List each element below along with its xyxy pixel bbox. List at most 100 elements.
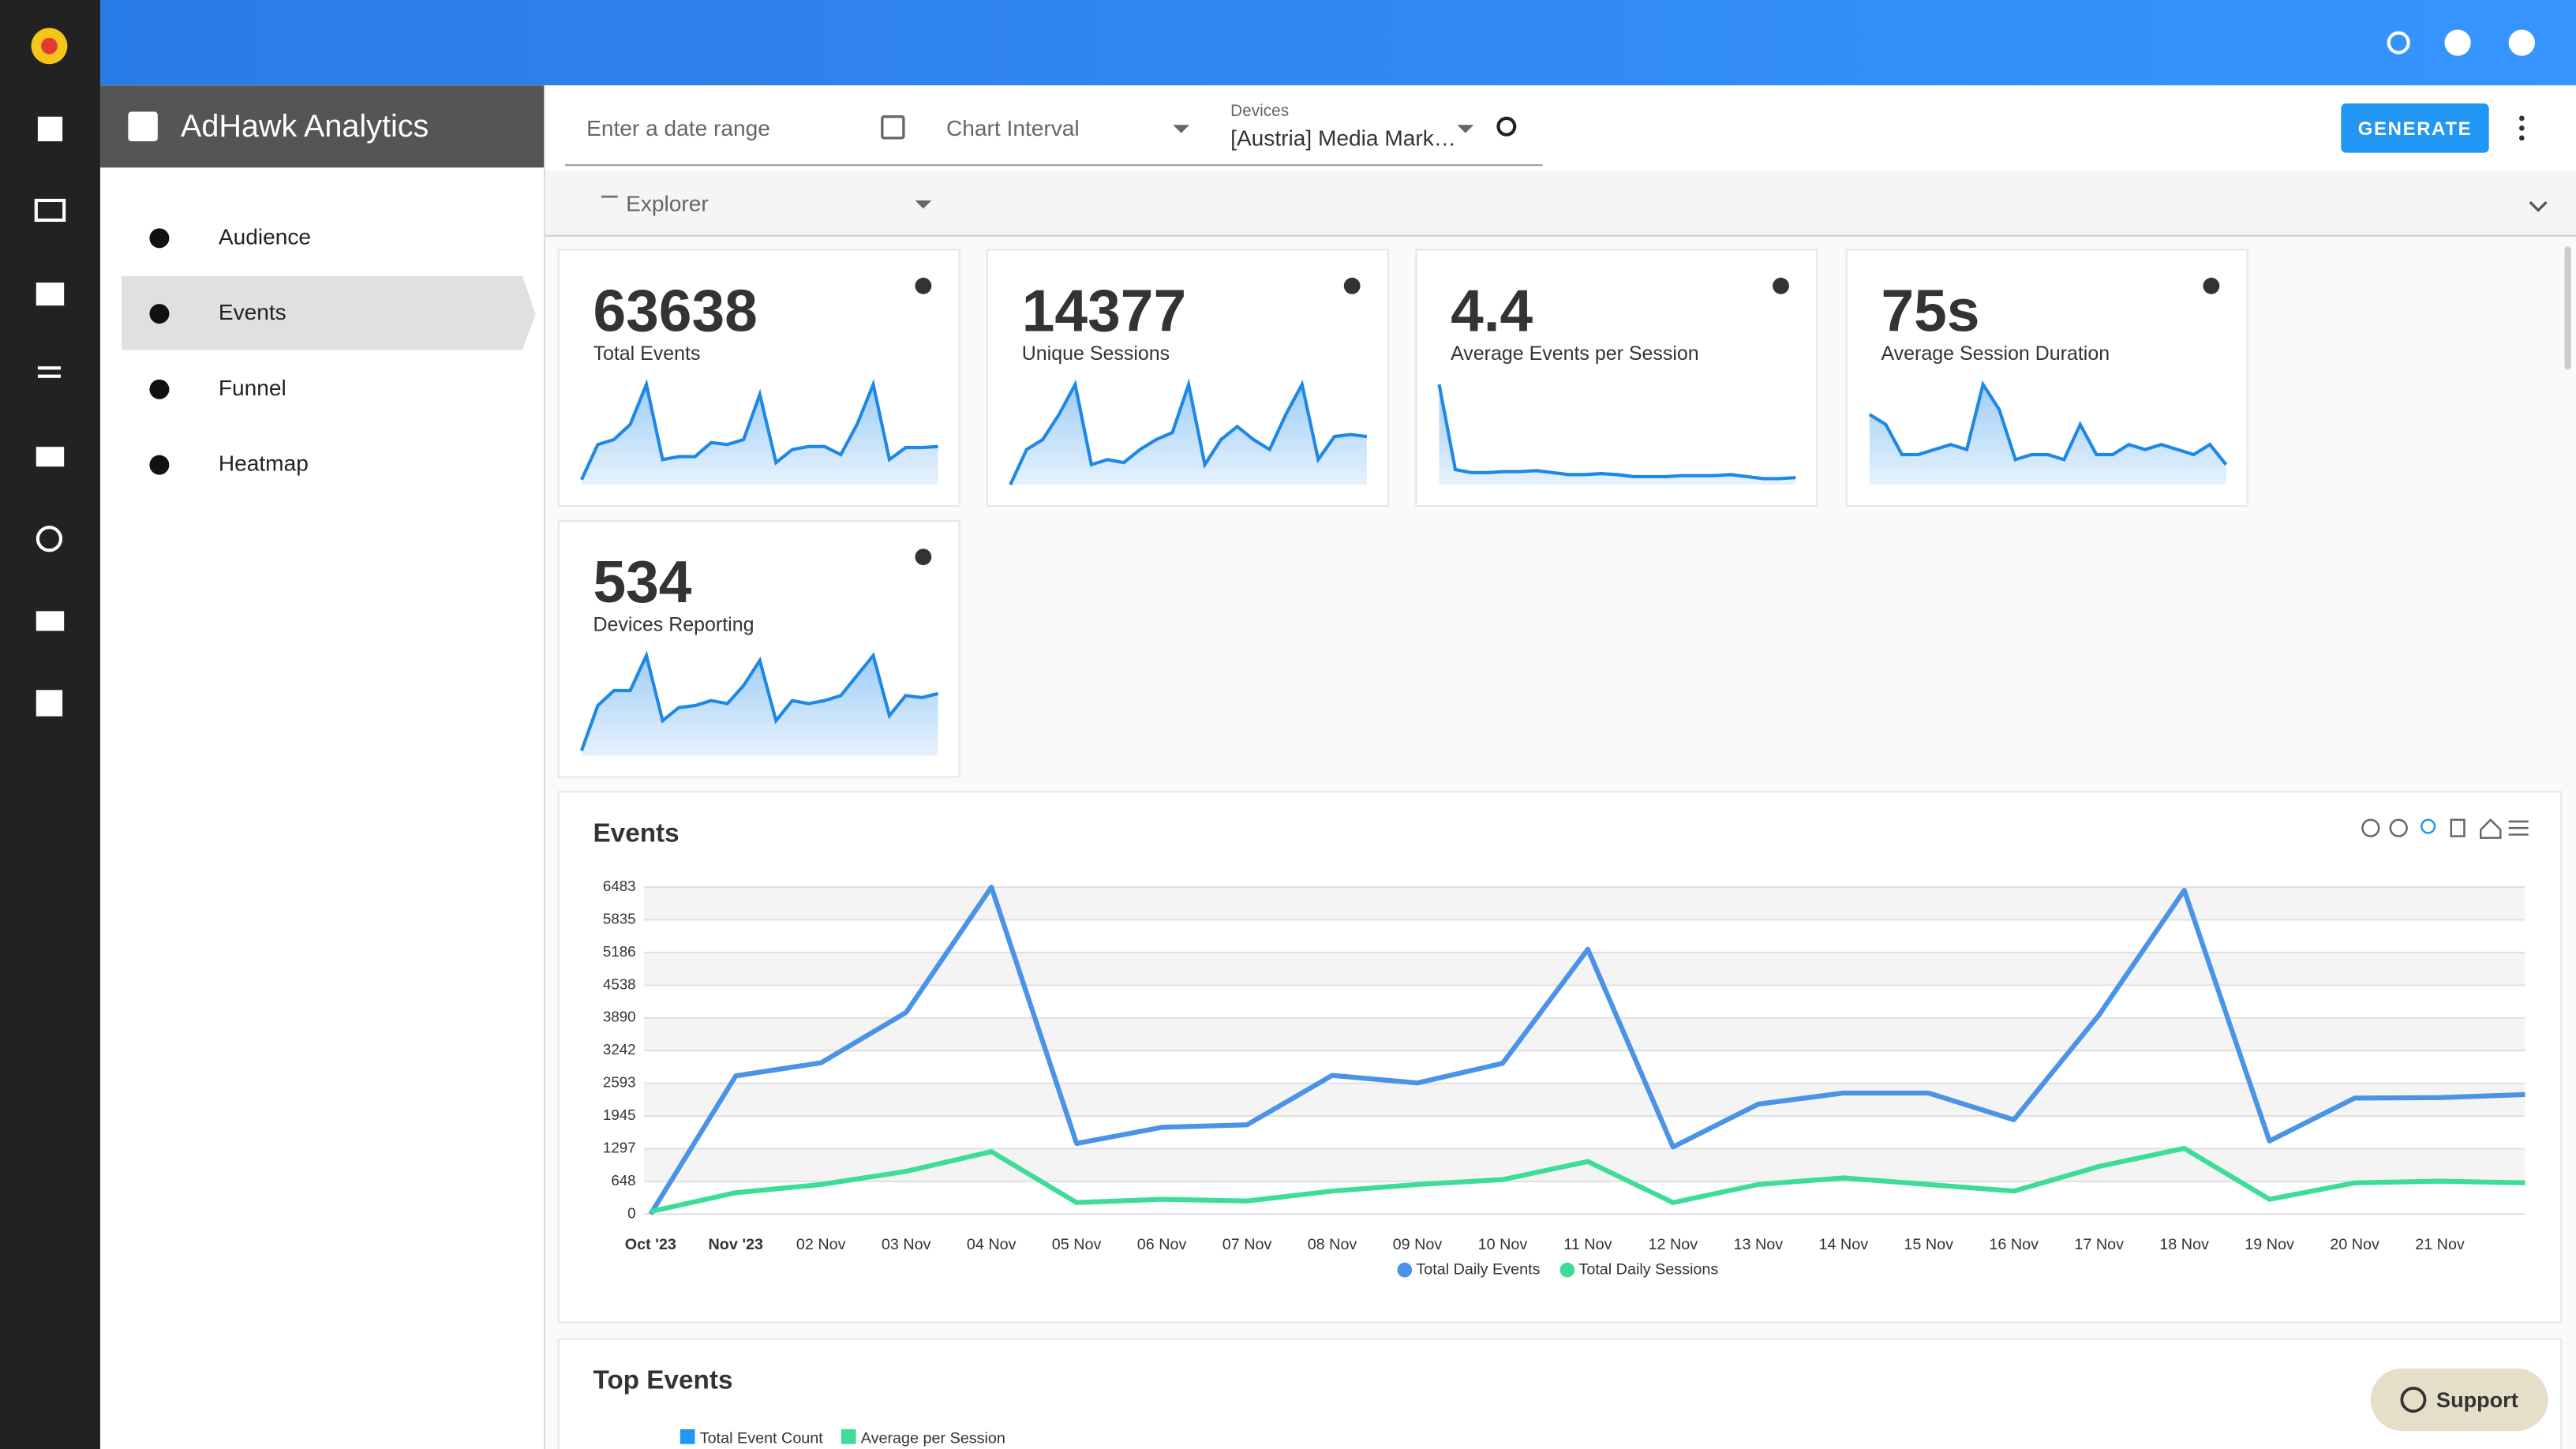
- kpi-value: 4.4: [1451, 277, 1533, 343]
- sparkline: [1009, 378, 1368, 485]
- legend-swatch[interactable]: [1397, 1262, 1413, 1278]
- legend-label[interactable]: Total Daily Events: [1416, 1260, 1540, 1278]
- legend-swatch[interactable]: [1559, 1262, 1575, 1278]
- x-tick-label: 20 Nov: [2330, 1236, 2379, 1253]
- logo-dot: [41, 37, 58, 54]
- y-tick-label: 5835: [603, 910, 636, 927]
- x-tick-label: Oct '23: [625, 1236, 676, 1253]
- x-tick-label: 18 Nov: [2159, 1236, 2209, 1253]
- legend-label[interactable]: Total Daily Sessions: [1578, 1260, 1718, 1278]
- support-label: Support: [2436, 1388, 2518, 1412]
- nav-item[interactable]: Heatmap: [219, 451, 309, 476]
- help-icon[interactable]: [1773, 277, 1789, 294]
- series-line: [650, 1145, 2525, 1215]
- nav-icon[interactable]: [149, 379, 170, 399]
- icon-layout[interactable]: [36, 447, 65, 467]
- y-tick-label: 648: [611, 1172, 635, 1189]
- nav-icon[interactable]: [149, 304, 170, 324]
- nav-item[interactable]: Funnel: [219, 376, 286, 400]
- filter-icon: [601, 195, 618, 198]
- x-tick-label: 03 Nov: [882, 1236, 931, 1253]
- dropdown-arrow: [1173, 125, 1190, 133]
- toolbar-border: [545, 234, 2576, 237]
- help-icon[interactable]: [2203, 277, 2220, 294]
- help-icon[interactable]: [2444, 29, 2471, 56]
- kpi-label: Total Events: [593, 343, 700, 365]
- x-tick-label: 08 Nov: [1308, 1236, 1357, 1253]
- y-tick-label: 0: [627, 1204, 635, 1221]
- dropdown-arrow: [1457, 125, 1474, 133]
- nav-item[interactable]: Audience: [219, 224, 311, 249]
- kpi-value: 534: [593, 549, 691, 615]
- y-tick-label: 3890: [603, 1009, 636, 1025]
- kpi-label: Average Session Duration: [1881, 343, 2110, 365]
- scrollbar[interactable]: [2564, 246, 2571, 370]
- sparkline: [580, 379, 938, 481]
- x-tick-label: 02 Nov: [796, 1236, 846, 1253]
- y-tick-label: 1945: [603, 1106, 636, 1123]
- devices-label: Devices: [1230, 102, 1289, 120]
- date-field[interactable]: Enter a date range: [586, 116, 770, 140]
- icon-media[interactable]: [36, 283, 65, 306]
- icon-screen[interactable]: [34, 198, 66, 223]
- icon-chart[interactable]: [36, 690, 63, 717]
- rail-icons[interactable]: [34, 116, 66, 717]
- expand-icon[interactable]: [2529, 200, 2548, 212]
- panel-header: [99, 85, 545, 168]
- kpi-value: 63638: [593, 277, 757, 343]
- grid-band: [644, 887, 2525, 920]
- generate-button[interactable]: [2341, 103, 2489, 153]
- generate-label: GENERATE: [2358, 118, 2472, 140]
- rail: [0, 0, 100, 1449]
- device-search[interactable]: [1496, 116, 1517, 137]
- devices-field[interactable]: [Austria] Media Mark…: [1230, 125, 1456, 150]
- y-tick-label: 5186: [603, 943, 636, 960]
- calendar-icon[interactable]: [881, 115, 905, 140]
- interval-field[interactable]: Chart Interval: [946, 116, 1080, 140]
- x-tick-label: 04 Nov: [967, 1236, 1017, 1253]
- sparkline-area: [1439, 384, 1796, 485]
- icon-clock[interactable]: [36, 526, 63, 552]
- series-line: [648, 884, 2525, 1215]
- x-tick-label: 17 Nov: [2074, 1236, 2124, 1253]
- events-card: [557, 791, 2563, 1324]
- top-events-title: Top Events: [593, 1365, 732, 1395]
- nav-active: [122, 275, 536, 350]
- icon-dashboard[interactable]: [37, 116, 63, 142]
- icon-table[interactable]: [36, 611, 65, 631]
- x-tick-label: 21 Nov: [2415, 1236, 2465, 1253]
- x-tick-label: 13 Nov: [1733, 1236, 1783, 1253]
- support-button[interactable]: [2370, 1368, 2548, 1432]
- search-icon[interactable]: [2387, 31, 2410, 54]
- chart-toolbar[interactable]: [2361, 818, 2529, 839]
- field-underline: [565, 164, 1543, 167]
- more-menu[interactable]: [2518, 115, 2525, 141]
- x-tick-label: 06 Nov: [1137, 1236, 1187, 1253]
- legend-swatch: [680, 1429, 695, 1444]
- divider: [544, 85, 546, 1449]
- app-title: AdHawk Analytics: [181, 109, 429, 144]
- nav-icon[interactable]: [149, 455, 170, 475]
- account-icon[interactable]: [2508, 29, 2535, 56]
- sparkline-area: [581, 655, 938, 756]
- help-icon[interactable]: [915, 549, 932, 566]
- grid-band: [644, 1017, 2525, 1051]
- x-tick-label: 11 Nov: [1563, 1236, 1612, 1253]
- legend-label: Total Event Count: [700, 1430, 824, 1447]
- kpi-label: Devices Reporting: [593, 614, 754, 636]
- x-tick-label: 15 Nov: [1904, 1236, 1953, 1253]
- explorer-bar: [545, 170, 2576, 237]
- toolbar: [545, 85, 2576, 171]
- explorer-field[interactable]: Explorer: [626, 192, 709, 216]
- chart-title: Events: [593, 818, 679, 848]
- y-tick-label: 3242: [603, 1041, 636, 1058]
- icon-list[interactable]: [37, 366, 62, 370]
- sparkline-area: [1869, 384, 2226, 485]
- nav-item[interactable]: Events: [219, 300, 286, 324]
- nav-icon[interactable]: [149, 228, 170, 249]
- x-tick-label: 09 Nov: [1393, 1236, 1443, 1253]
- help-icon[interactable]: [1343, 277, 1361, 294]
- x-tick-label: 10 Nov: [1478, 1236, 1528, 1253]
- help-icon[interactable]: [915, 277, 932, 294]
